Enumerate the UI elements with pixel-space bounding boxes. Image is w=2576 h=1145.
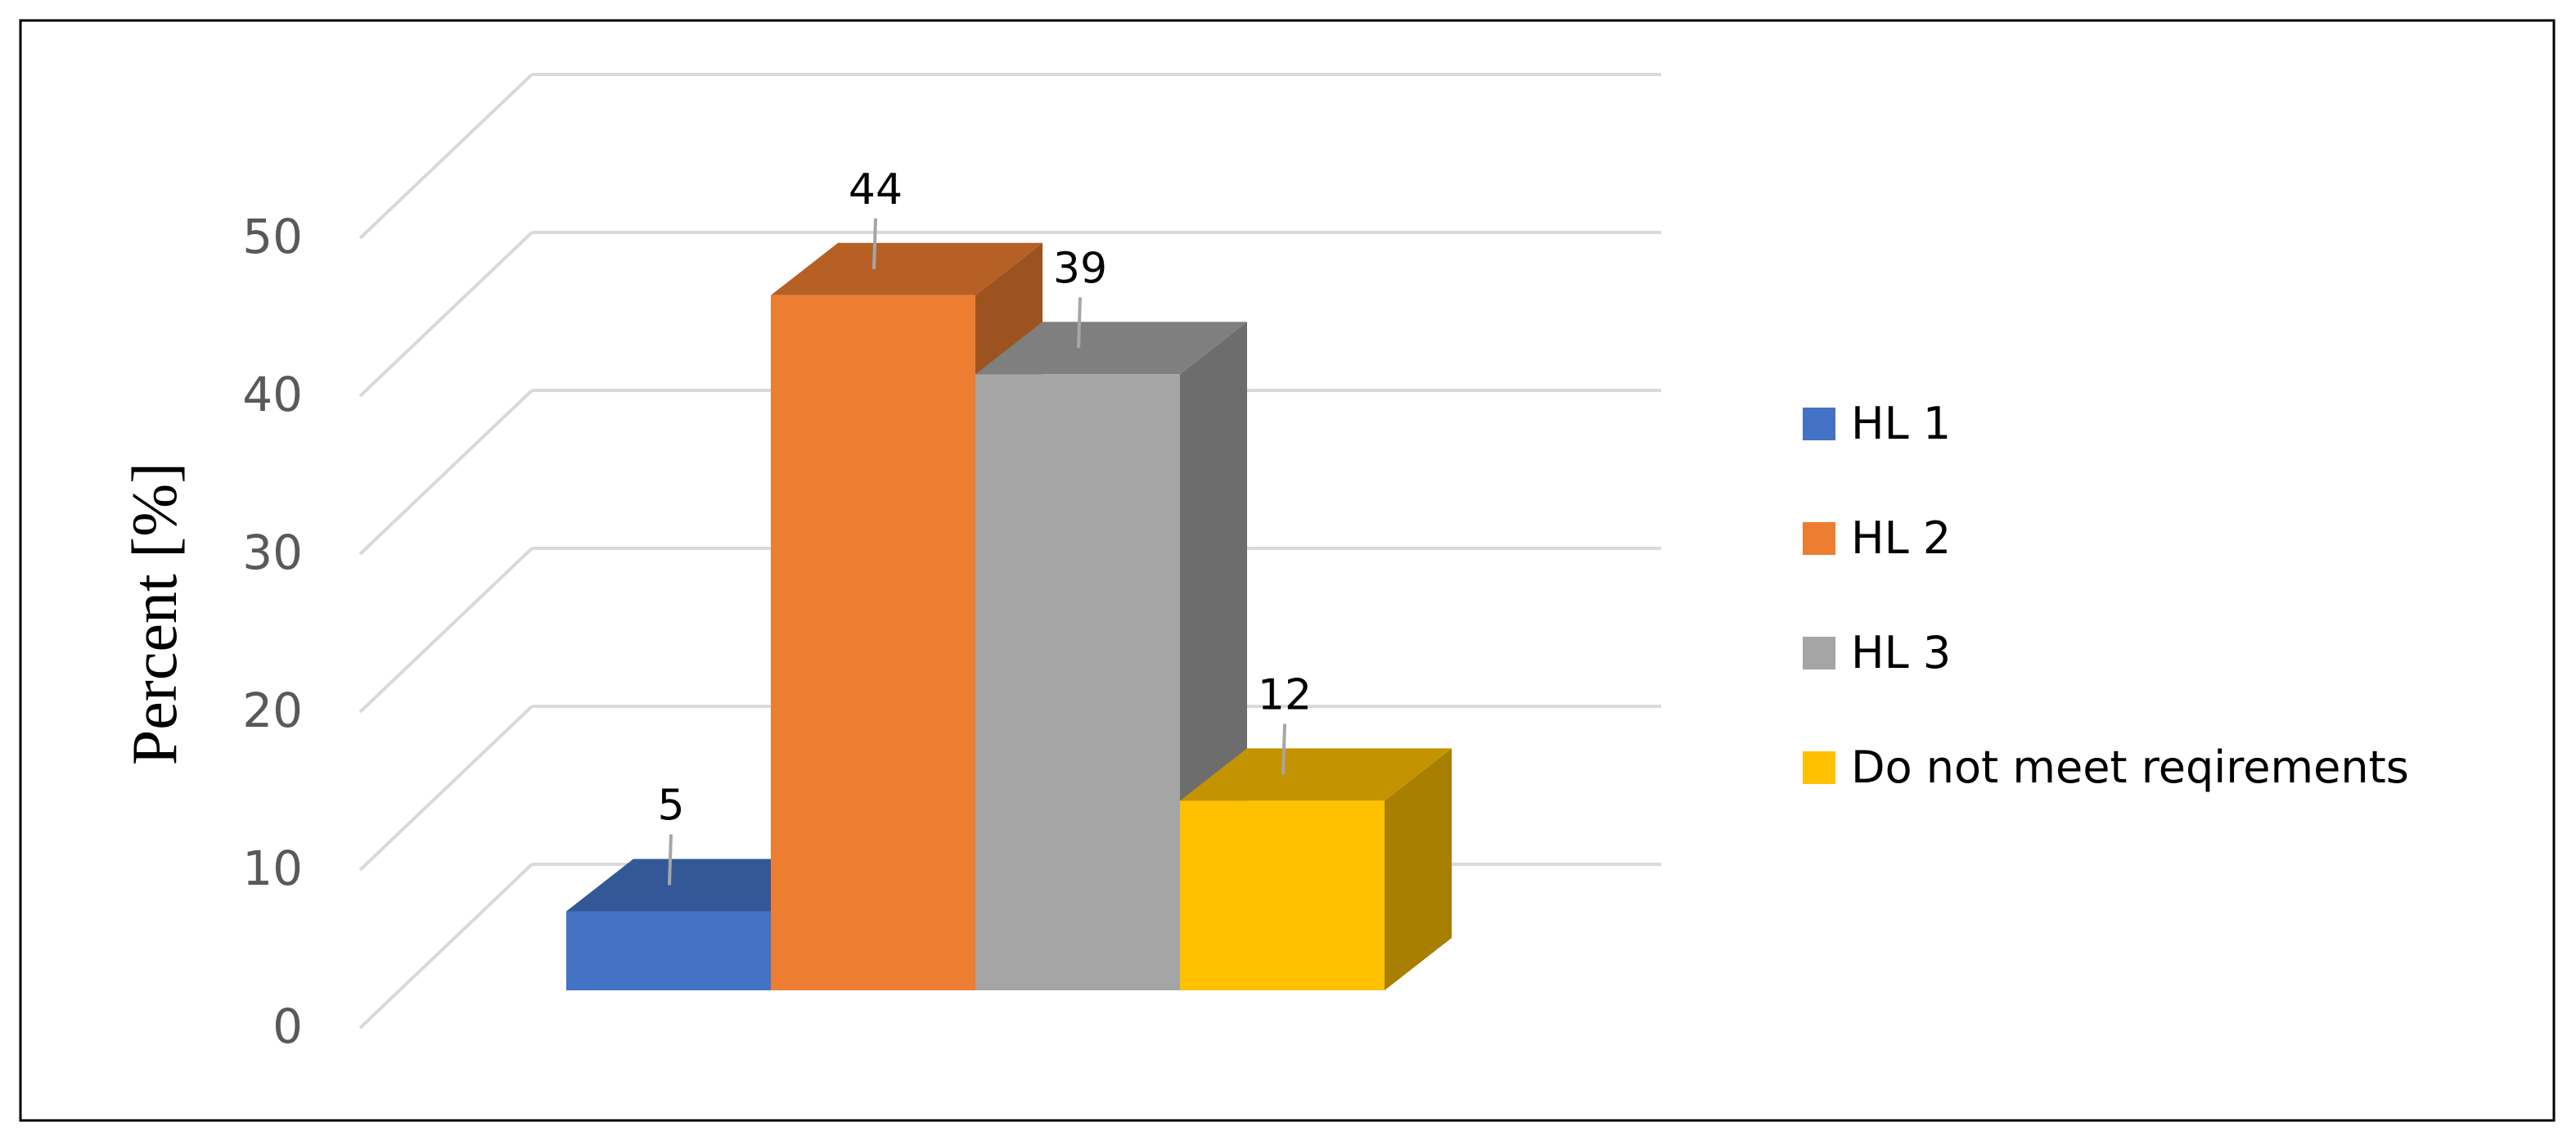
gridline-side <box>358 231 534 398</box>
legend-label: HL 2 <box>1851 512 1951 564</box>
legend-swatch <box>1803 408 1835 440</box>
data-label: 39 <box>1053 244 1107 293</box>
bar <box>1180 748 1452 990</box>
data-label-leader <box>872 218 877 269</box>
bar-front <box>975 374 1180 990</box>
legend-item: HL 1 <box>1803 398 1951 449</box>
y-tick-label: 40 <box>242 367 303 422</box>
data-label-leader <box>668 834 673 886</box>
bar-front <box>1180 800 1385 990</box>
bar-top <box>975 322 1247 375</box>
data-label: 5 <box>657 782 684 831</box>
legend-swatch <box>1803 637 1835 669</box>
bar-top <box>1180 748 1452 801</box>
bar-top <box>771 242 1043 295</box>
y-axis-ticks: 0 10 20 30 40 50 <box>242 209 303 1054</box>
gridline-side <box>358 547 534 714</box>
y-tick-label: 50 <box>242 209 303 264</box>
legend-item: Do not meet reqirements <box>1803 742 2409 793</box>
y-axis-label: Percent [%] <box>119 462 190 765</box>
y-tick-label: 30 <box>242 525 303 580</box>
data-label-leader <box>1281 724 1286 775</box>
legend-swatch <box>1803 522 1835 555</box>
legend: HL 1 HL 2 HL 3 Do not meet reqirements <box>1803 398 2409 793</box>
gridline-side <box>358 73 534 240</box>
data-label: 12 <box>1258 670 1312 719</box>
y-tick-label: 10 <box>242 841 303 896</box>
gridline-side <box>358 389 534 556</box>
gridline-side <box>358 863 534 1030</box>
data-labels: 5 44 39 12 <box>657 165 1312 886</box>
y-tick-label: 20 <box>242 683 303 738</box>
legend-swatch <box>1803 751 1835 784</box>
y-tick-label: 0 <box>272 998 303 1054</box>
bar-front <box>771 295 975 990</box>
legend-label: HL 1 <box>1851 398 1951 449</box>
legend-item: HL 2 <box>1803 512 1951 564</box>
bars <box>566 242 1452 990</box>
legend-label: HL 3 <box>1851 627 1951 678</box>
bar-side <box>1385 748 1452 990</box>
legend-item: HL 3 <box>1803 627 1951 678</box>
legend-label: Do not meet reqirements <box>1851 742 2409 793</box>
bar-front <box>566 911 771 990</box>
gridline-side <box>358 705 534 872</box>
data-label: 44 <box>849 165 903 214</box>
data-label-leader <box>1077 297 1082 349</box>
bar-top <box>566 859 838 912</box>
